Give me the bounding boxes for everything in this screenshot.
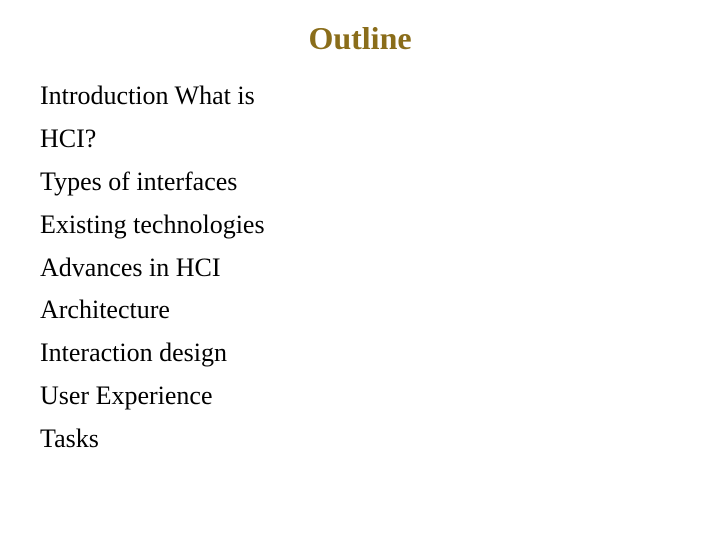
list-item: Existing technologies: [40, 204, 680, 247]
list-item: User Experience: [40, 375, 680, 418]
list-item: Types of interfaces: [40, 161, 680, 204]
list-item: Interaction design: [40, 332, 680, 375]
list-item: Architecture: [40, 289, 680, 332]
outline-list: Introduction What is HCI? Types of inter…: [40, 75, 680, 461]
list-item: Advances in HCI: [40, 247, 680, 290]
list-item: Tasks: [40, 418, 680, 461]
list-item: HCI?: [40, 118, 680, 161]
slide-title: Outline: [40, 20, 680, 57]
list-item: Introduction What is: [40, 75, 680, 118]
